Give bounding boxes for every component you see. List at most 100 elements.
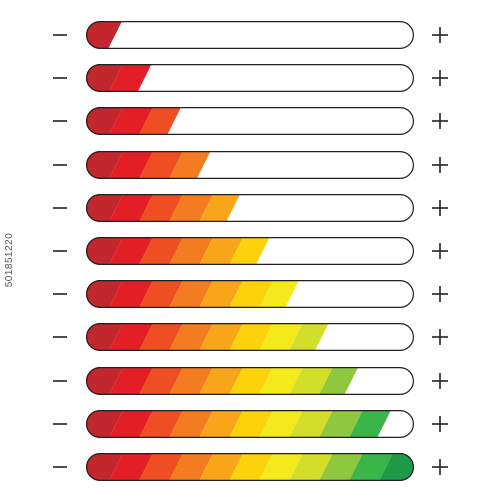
level-segment — [259, 323, 303, 351]
level-fill — [86, 237, 270, 265]
level-segment — [319, 410, 363, 438]
level-segment — [259, 410, 303, 438]
minus-icon — [53, 77, 67, 79]
level-segment — [139, 237, 183, 265]
decrease-button[interactable] — [47, 149, 73, 181]
plus-icon — [432, 70, 448, 86]
decrease-button[interactable] — [47, 321, 73, 353]
level-segment — [199, 410, 243, 438]
level-segment — [259, 367, 303, 395]
increase-button[interactable] — [427, 235, 453, 267]
increase-button[interactable] — [427, 62, 453, 94]
decrease-button[interactable] — [47, 278, 73, 310]
decrease-button[interactable] — [47, 408, 73, 440]
level-segment — [86, 194, 123, 222]
bar-outline — [86, 151, 414, 179]
meter-row — [0, 19, 500, 51]
level-bar — [86, 237, 414, 265]
level-fill — [86, 280, 300, 308]
increase-button[interactable] — [427, 19, 453, 51]
meter-row — [0, 235, 500, 267]
bar-outline — [86, 21, 414, 49]
increase-button[interactable] — [427, 105, 453, 137]
level-bar — [86, 410, 414, 438]
meter-row — [0, 451, 500, 483]
level-segment — [169, 367, 213, 395]
level-segment — [349, 453, 393, 481]
plus-icon — [432, 113, 448, 129]
level-segment — [109, 64, 152, 92]
decrease-button[interactable] — [47, 19, 73, 51]
increase-button[interactable] — [427, 149, 453, 181]
increase-button[interactable] — [427, 192, 453, 224]
plus-icon — [432, 416, 448, 432]
level-segment — [289, 453, 333, 481]
minus-icon — [53, 164, 67, 166]
level-segment — [229, 323, 273, 351]
decrease-button[interactable] — [47, 192, 73, 224]
level-bar — [86, 151, 414, 179]
level-segment — [169, 194, 213, 222]
level-segment — [109, 280, 153, 308]
increase-button[interactable] — [427, 408, 453, 440]
level-segment — [229, 367, 273, 395]
increase-button[interactable] — [427, 278, 453, 310]
level-segment — [199, 237, 243, 265]
minus-icon — [53, 250, 67, 252]
level-segment — [169, 237, 213, 265]
increase-button[interactable] — [427, 451, 453, 483]
level-segment — [109, 107, 153, 135]
bar-outline — [86, 323, 414, 351]
level-segment — [229, 410, 273, 438]
level-segment — [289, 367, 333, 395]
decrease-button[interactable] — [47, 451, 73, 483]
minus-icon — [53, 336, 67, 338]
level-bar — [86, 194, 414, 222]
minus-icon — [53, 120, 67, 122]
minus-icon — [53, 207, 67, 209]
meter-row — [0, 149, 500, 181]
level-fill — [86, 151, 211, 179]
level-segment — [139, 194, 183, 222]
level-fill — [86, 64, 152, 92]
decrease-button[interactable] — [47, 62, 73, 94]
level-segment — [139, 410, 183, 438]
level-segment — [199, 194, 241, 222]
level-segment — [86, 237, 123, 265]
level-segment — [199, 323, 243, 351]
level-segment — [139, 323, 183, 351]
increase-button[interactable] — [427, 365, 453, 397]
plus-icon — [432, 243, 448, 259]
level-segment — [139, 280, 183, 308]
level-segment — [199, 280, 243, 308]
decrease-button[interactable] — [47, 105, 73, 137]
minus-icon — [53, 380, 67, 382]
level-fill — [86, 194, 241, 222]
decrease-button[interactable] — [47, 365, 73, 397]
level-segment — [86, 64, 123, 92]
level-segment — [109, 151, 153, 179]
level-bar — [86, 280, 414, 308]
level-segment — [139, 367, 183, 395]
decrease-button[interactable] — [47, 235, 73, 267]
meter-row — [0, 62, 500, 94]
level-segment — [109, 323, 153, 351]
level-segment — [229, 280, 273, 308]
level-segment — [169, 280, 213, 308]
level-segment — [86, 151, 123, 179]
level-fill — [86, 107, 182, 135]
level-bar — [86, 367, 414, 395]
level-fill — [86, 410, 392, 438]
plus-icon — [432, 27, 448, 43]
meter-row — [0, 278, 500, 310]
increase-button[interactable] — [427, 321, 453, 353]
level-segment — [109, 410, 153, 438]
level-segment — [289, 323, 329, 351]
level-segment — [259, 280, 300, 308]
level-segment — [169, 453, 213, 481]
level-segment — [199, 453, 243, 481]
level-segment — [229, 237, 270, 265]
level-segment — [139, 107, 182, 135]
bar-outline — [86, 280, 414, 308]
